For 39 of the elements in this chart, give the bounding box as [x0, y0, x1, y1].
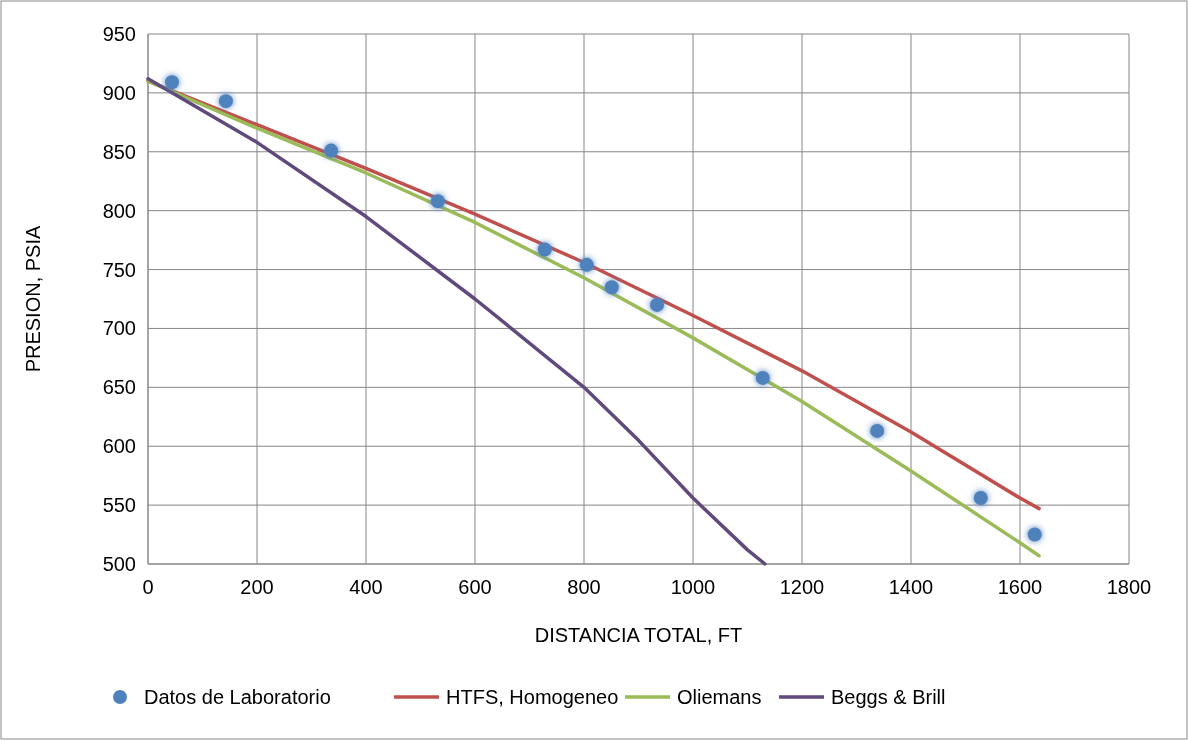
x-tick-label: 1600 [997, 576, 1043, 598]
x-axis-title: DISTANCIA TOTAL, FT [534, 624, 743, 646]
point [218, 94, 233, 109]
point [537, 242, 552, 257]
y-tick-label: 900 [102, 81, 136, 104]
y-tick-label: 500 [102, 553, 136, 575]
y-tick-label: 550 [102, 494, 136, 517]
y-tick-label: 850 [102, 140, 136, 163]
x-tick-label: 600 [458, 576, 492, 598]
x-tick-label: 0 [142, 576, 154, 598]
x-tick-label: 1000 [670, 576, 716, 598]
point [755, 370, 770, 385]
legend-label: Oliemans [677, 686, 762, 708]
point [579, 257, 594, 272]
y-tick-label: 600 [102, 435, 136, 458]
y-tick-label: 800 [102, 199, 136, 222]
point [164, 75, 179, 90]
point [604, 280, 619, 295]
y-tick-label: 700 [102, 317, 136, 340]
line-series [146, 77, 767, 566]
x-tick-label: 800 [567, 576, 601, 598]
legend-label: Beggs & Brill [831, 686, 946, 708]
point [324, 143, 339, 158]
x-tick-label: 1400 [888, 576, 934, 598]
point [870, 423, 885, 438]
y-axis-title: PRESION, PSIA [22, 224, 44, 373]
x-tick-label: 200 [240, 576, 274, 598]
legend-label: Datos de Laboratorio [144, 686, 331, 708]
point [1027, 527, 1042, 542]
point [650, 297, 665, 312]
legend-label: HTFS, Homogeneo [446, 686, 619, 708]
y-tick-label: 950 [102, 23, 136, 45]
x-tick-label: 1800 [1106, 576, 1152, 598]
x-tick-label: 1200 [779, 576, 825, 598]
point [973, 491, 988, 506]
y-tick-label: 750 [102, 258, 136, 281]
point [430, 194, 445, 209]
y-tick-label: 650 [102, 376, 136, 399]
x-tick-label: 400 [349, 576, 383, 598]
